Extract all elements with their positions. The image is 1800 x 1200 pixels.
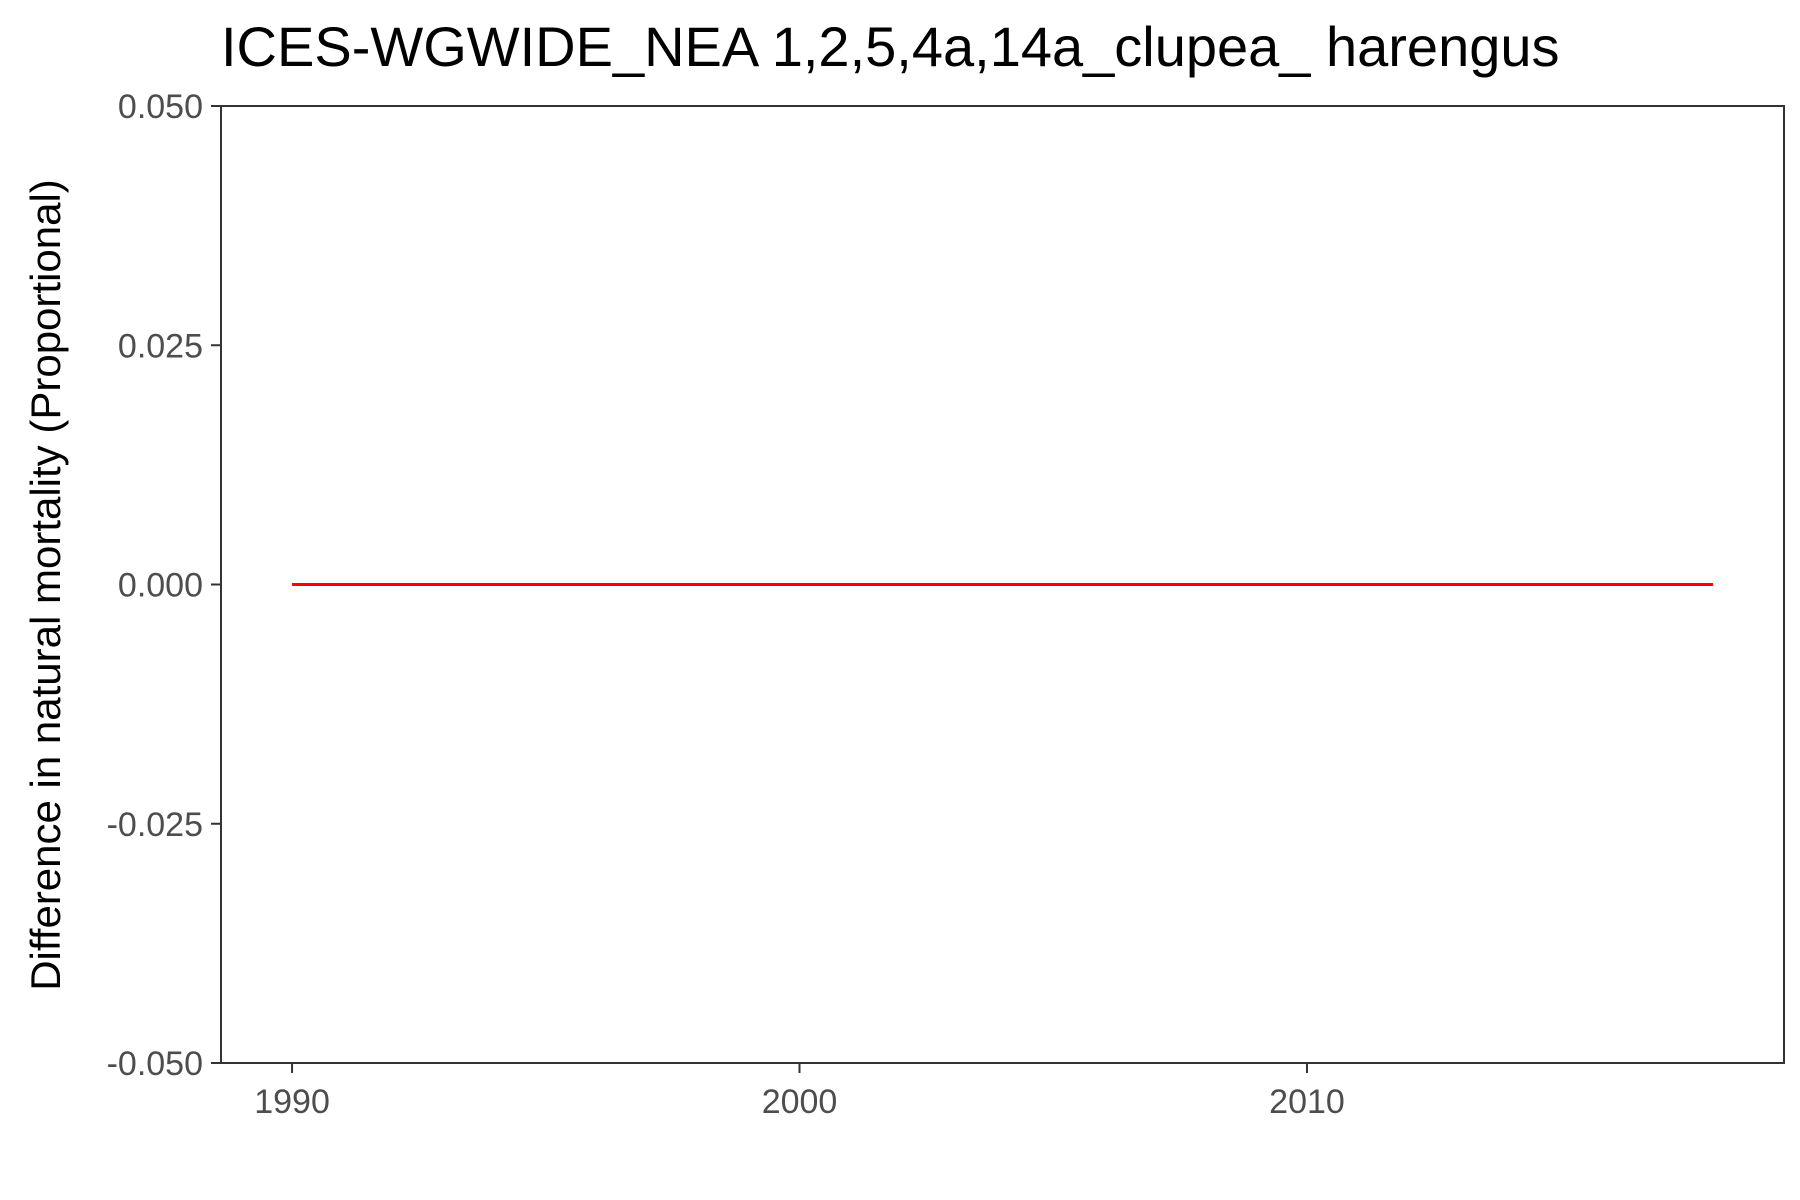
x-tick-label: 1990 (254, 1083, 330, 1121)
y-axis: -0.050 -0.025 0.000 0.025 0.050 (107, 88, 221, 1083)
x-tick-label: 2010 (1269, 1083, 1345, 1121)
x-axis: 1990 2000 2010 (254, 1063, 1345, 1121)
plot-panel-border (220, 105, 1785, 1064)
y-tick-label: -0.025 (107, 806, 203, 844)
y-axis-title: Difference in natural mortality (Proport… (22, 179, 69, 991)
chart-title: ICES-WGWIDE_NEA 1,2,5,4a,14a_clupea_ har… (221, 15, 1560, 78)
y-tick-label: -0.050 (107, 1045, 203, 1083)
y-tick-label: 0.050 (118, 88, 203, 126)
y-tick-label: 0.025 (118, 327, 203, 365)
x-tick-label: 2000 (762, 1083, 838, 1121)
y-tick-label: 0.000 (118, 567, 203, 605)
